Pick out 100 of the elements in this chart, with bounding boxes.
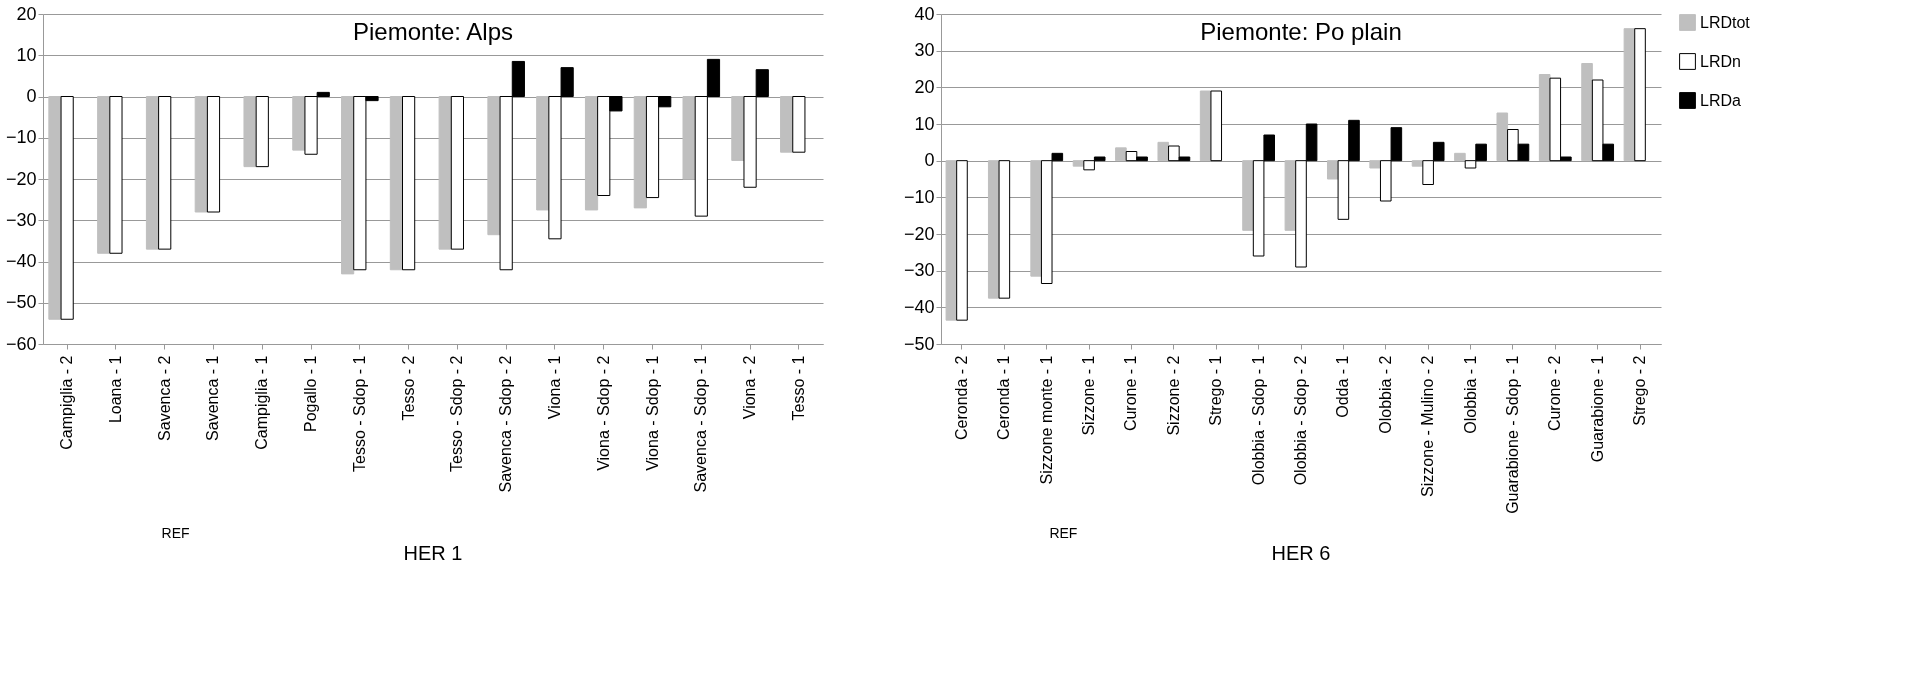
bar — [536, 96, 550, 211]
x-tick-label: Tesso - Sdop - 2 — [448, 355, 466, 472]
bar — [97, 96, 111, 254]
bar — [48, 96, 62, 320]
x-tick-label: Sizzone - 1 — [1080, 355, 1098, 436]
x-tick-label: Sizzone monte - 1 — [1037, 355, 1055, 485]
x-tick-label: Guarabione - Sdop - 1 — [1503, 355, 1521, 514]
bar — [145, 96, 160, 250]
bar — [194, 96, 208, 213]
x-tick-label: Strego - 1 — [1207, 355, 1225, 426]
chart-title: Piemonte: Po plain — [1200, 18, 1402, 45]
x-tick-label: Viona - 1 — [545, 355, 563, 420]
y-tick-label: −60 — [5, 333, 37, 354]
bar — [158, 96, 172, 250]
y-tick-label: 0 — [26, 86, 37, 106]
x-tick-label: Sizzone - 2 — [1164, 355, 1182, 436]
x-tick-label: Viona - Sdop - 2 — [594, 355, 612, 471]
y-tick-label: 20 — [16, 3, 37, 24]
bar — [584, 96, 599, 211]
x-tick-label: Guarabione - 1 — [1588, 355, 1606, 463]
y-tick-label: −20 — [903, 223, 935, 244]
y-tick-label: 10 — [914, 113, 935, 134]
chart-title: Piemonte: Alps — [352, 18, 514, 45]
bar — [1634, 28, 1646, 162]
bar — [438, 96, 452, 250]
x-tick-label: Loana - 1 — [106, 355, 124, 424]
bar — [1115, 147, 1127, 162]
bar — [255, 96, 269, 168]
bar — [1157, 141, 1170, 162]
x-tick-label: Pogallo - 1 — [302, 355, 320, 432]
bar — [243, 96, 257, 168]
x-tick-label: Sizzone - Mulino - 2 — [1419, 355, 1437, 497]
x-tick-label: Tesso - 2 — [399, 355, 417, 421]
x-tick-label: Tesso - 1 — [789, 355, 807, 421]
y-tick-label: −30 — [903, 260, 935, 281]
bar — [1581, 63, 1593, 162]
y-tick-label: −20 — [5, 168, 37, 189]
bar — [792, 96, 806, 153]
bar — [109, 96, 123, 254]
bar — [1369, 160, 1381, 169]
bar — [402, 96, 416, 271]
text: HER 1 — [403, 542, 463, 564]
bar — [389, 96, 404, 271]
y-tick-label: 40 — [914, 3, 935, 24]
bar — [206, 96, 221, 213]
y-tick-label: 0 — [924, 150, 935, 171]
y-tick-label: −30 — [5, 209, 37, 230]
x-tick-label: Curone - 1 — [1122, 355, 1140, 432]
bar — [945, 160, 958, 321]
legend-label: LRDa — [1700, 91, 1742, 109]
x-tick-label: Campiglia - 1 — [253, 355, 271, 450]
y-tick-label: −50 — [5, 292, 37, 313]
y-tick-label: −40 — [903, 296, 935, 317]
x-tick-label: Tesso - Sdop - 1 — [350, 355, 368, 472]
bar — [1210, 90, 1223, 162]
text: HER 6 — [1271, 542, 1331, 564]
bar — [682, 96, 696, 180]
y-tick-label: 30 — [914, 40, 935, 61]
x-tick-label: Olobbia - Sdop - 1 — [1249, 355, 1267, 486]
bar — [292, 96, 306, 151]
bar — [1454, 152, 1466, 162]
y-tick-label: −10 — [5, 127, 37, 148]
x-tick-label: Ceronda - 2 — [952, 355, 970, 440]
bar — [487, 96, 501, 236]
bar — [780, 96, 794, 153]
y-tick-label: −50 — [903, 333, 935, 354]
bar — [1284, 160, 1297, 231]
bar — [60, 96, 74, 320]
x-tick-label: Olobbia - Sdop - 2 — [1292, 355, 1309, 486]
x-tick-label: Viona - Sdop - 1 — [643, 355, 661, 471]
x-tick-label: Curone - 2 — [1546, 355, 1564, 432]
legend-label: LRDn — [1700, 52, 1741, 70]
x-tick-label: Savenca - 2 — [155, 355, 173, 441]
x-tick-label: Savenca - 1 — [204, 355, 222, 441]
x-tick-label: Odda - 1 — [1334, 355, 1352, 418]
bar — [341, 96, 355, 275]
y-tick-label: −40 — [5, 251, 37, 271]
bar — [956, 160, 968, 321]
y-tick-label: −10 — [903, 186, 935, 207]
bar — [998, 160, 1011, 299]
bar — [633, 96, 647, 209]
text: REF — [161, 525, 190, 541]
bar — [1072, 160, 1085, 167]
x-tick-label: Savenca - Sdop - 2 — [497, 355, 515, 493]
x-tick-label: Ceronda - 1 — [995, 355, 1013, 440]
legend-label: LRDtot — [1700, 13, 1751, 31]
x-tick-label: Strego - 2 — [1631, 355, 1649, 426]
bar — [1030, 160, 1042, 277]
x-tick-label: Campiglia - 2 — [58, 355, 76, 450]
x-tick-label: Savenca - Sdop - 1 — [692, 355, 710, 493]
y-tick-label: 20 — [914, 76, 935, 97]
x-tick-label: Olobbia - 1 — [1461, 355, 1479, 434]
bar — [1326, 160, 1339, 180]
bar — [1242, 160, 1254, 231]
bar — [731, 96, 745, 161]
bar — [450, 96, 464, 250]
y-tick-label: 10 — [16, 44, 37, 65]
x-tick-label: Olobbia - 2 — [1376, 355, 1394, 434]
text: REF — [1049, 525, 1078, 541]
bar — [1411, 160, 1424, 167]
